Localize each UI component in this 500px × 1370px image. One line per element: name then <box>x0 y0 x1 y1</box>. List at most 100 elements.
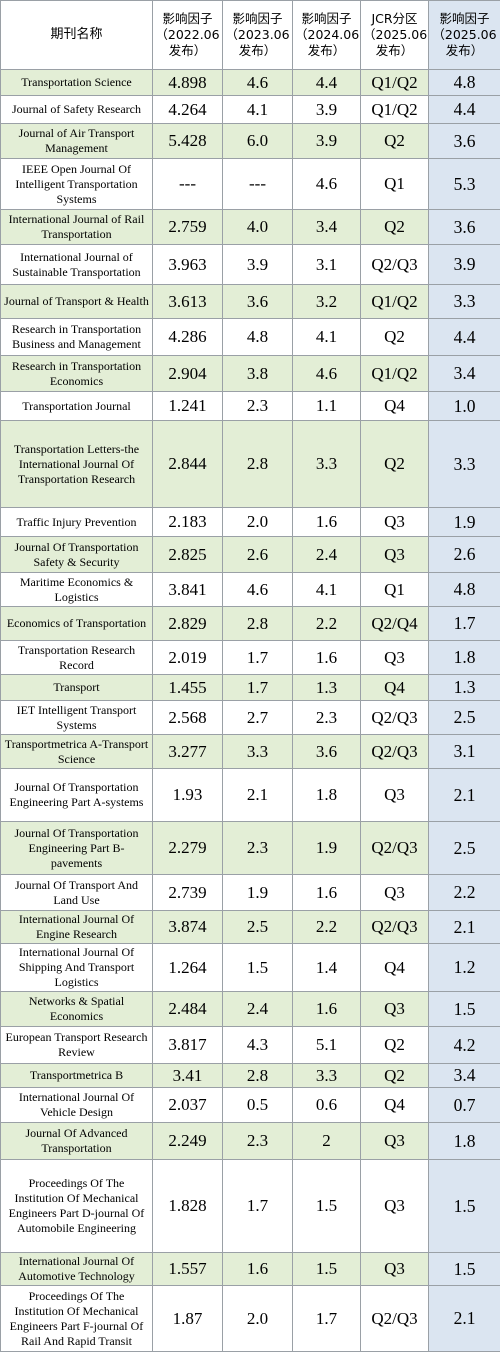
if-2024-cell: 3.4 <box>292 209 361 245</box>
jcr-quartile-cell: Q3 <box>360 536 429 573</box>
table-row: Transportation Journal 1.241 2.3 1.1 Q4 1.0 <box>0 391 500 421</box>
journal-name-cell: European Transport Research Review <box>0 1026 153 1064</box>
journal-name-cell: Transportmetrica A-Transport Science <box>0 734 153 769</box>
jcr-quartile-cell: Q1/Q2 <box>360 95 429 124</box>
if-2023-cell: 2.3 <box>222 1122 293 1160</box>
if-2024-cell: 1.8 <box>292 768 361 822</box>
if-2022-cell: 2.249 <box>152 1122 223 1160</box>
if-2025-cell: 1.0 <box>428 391 500 421</box>
if-2022-cell: 2.904 <box>152 355 223 392</box>
table-row: Journal Of Transport And Land Use 2.739 1.… <box>0 874 500 911</box>
table-row: Economics of Transportation 2.829 2.8 2.2 Q2… <box>0 606 500 641</box>
if-2022-cell: 2.183 <box>152 507 223 537</box>
table-body: Transportation Science 4.898 4.6 4.4 Q1/Q2 4.… <box>0 69 500 1352</box>
jcr-quartile-cell: Q3 <box>360 991 429 1027</box>
journal-name-cell: Transportmetrica B <box>0 1063 153 1088</box>
if-2025-cell: 2.1 <box>428 1285 500 1352</box>
jcr-quartile-cell: Q2 <box>360 1026 429 1064</box>
if-2022-cell: 3.874 <box>152 910 223 944</box>
if-2023-cell: 1.7 <box>222 1159 293 1253</box>
if-2022-cell: 2.019 <box>152 640 223 675</box>
if-2022-cell: 5.428 <box>152 123 223 159</box>
if-2022-cell: 1.828 <box>152 1159 223 1253</box>
journal-name-cell: Journal of Safety Research <box>0 95 153 124</box>
table-row: Transportation Research Record 2.019 1.7 1.… <box>0 640 500 675</box>
journal-name-cell: Proceedings Of The Institution Of Mechan… <box>0 1285 153 1352</box>
jcr-quartile-cell: Q3 <box>360 1122 429 1160</box>
journal-name-cell: Transport <box>0 674 153 701</box>
jcr-quartile-cell: Q2 <box>360 209 429 245</box>
if-2022-cell: 1.264 <box>152 943 223 992</box>
table-row: International Journal of Sustainable Tra… <box>0 244 500 285</box>
if-2025-cell: 3.4 <box>428 355 500 392</box>
if-2024-cell: 5.1 <box>292 1026 361 1064</box>
journal-name-cell: International Journal Of Vehicle Design <box>0 1087 153 1123</box>
if-2024-cell: 0.6 <box>292 1087 361 1123</box>
if-2023-cell: 6.0 <box>222 123 293 159</box>
if-2025-cell: 4.4 <box>428 318 500 356</box>
jcr-quartile-cell: Q3 <box>360 507 429 537</box>
if-2025-cell: 3.1 <box>428 734 500 769</box>
if-2023-cell: 4.1 <box>222 95 293 124</box>
if-2022-cell: 2.484 <box>152 991 223 1027</box>
header-if-2024: 影响因子 （2024.06 发布） <box>292 0 361 70</box>
if-2024-cell: 2.4 <box>292 536 361 573</box>
if-2023-cell: 1.9 <box>222 874 293 911</box>
jcr-quartile-cell: Q2 <box>360 420 429 508</box>
if-2024-cell: 3.3 <box>292 1063 361 1088</box>
if-2024-cell: 1.9 <box>292 821 361 875</box>
if-2023-cell: 3.6 <box>222 284 293 319</box>
header-jcr-2025: JCR分区 （2025.06 发布） <box>360 0 429 70</box>
if-2024-cell: 3.9 <box>292 123 361 159</box>
journal-name-cell: Journal Of Transportation Engineering Pa… <box>0 768 153 822</box>
if-2025-cell: 3.3 <box>428 420 500 508</box>
if-2025-cell: 3.3 <box>428 284 500 319</box>
table-row: Journal of Transport & Health 3.613 3.6 3.2… <box>0 284 500 319</box>
if-2024-cell: 4.4 <box>292 69 361 96</box>
if-2024-cell: 1.4 <box>292 943 361 992</box>
journal-name-cell: International Journal Of Automotive Tech… <box>0 1252 153 1286</box>
if-2025-cell: 5.3 <box>428 158 500 210</box>
if-2024-cell: 1.3 <box>292 674 361 701</box>
if-2022-cell: 2.739 <box>152 874 223 911</box>
table-row: International Journal Of Automotive Tech… <box>0 1252 500 1286</box>
journal-name-cell: International Journal of Sustainable Tra… <box>0 244 153 285</box>
table-row: Journal of Air Transport Management 5.428… <box>0 123 500 159</box>
if-2023-cell: 4.3 <box>222 1026 293 1064</box>
journal-name-cell: International Journal Of Shipping And Tr… <box>0 943 153 992</box>
if-2023-cell: 2.1 <box>222 768 293 822</box>
if-2024-cell: 4.1 <box>292 572 361 607</box>
if-2024-cell: 4.1 <box>292 318 361 356</box>
if-2022-cell: 2.825 <box>152 536 223 573</box>
if-2023-cell: 2.3 <box>222 391 293 421</box>
jcr-quartile-cell: Q1 <box>360 158 429 210</box>
table-row: Transportation Science 4.898 4.6 4.4 Q1/Q2 4.… <box>0 69 500 96</box>
if-2024-cell: 1.6 <box>292 874 361 911</box>
if-2023-cell: 4.6 <box>222 69 293 96</box>
if-2024-cell: 3.1 <box>292 244 361 285</box>
header-journal-name: 期刊名称 <box>0 0 153 70</box>
if-2025-cell: 1.5 <box>428 1159 500 1253</box>
if-2024-cell: 3.9 <box>292 95 361 124</box>
if-2023-cell: 2.8 <box>222 1063 293 1088</box>
journal-name-cell: Maritime Economics & Logistics <box>0 572 153 607</box>
if-2022-cell: 1.87 <box>152 1285 223 1352</box>
jcr-quartile-cell: Q1 <box>360 572 429 607</box>
if-2024-cell: 2.2 <box>292 606 361 641</box>
jcr-quartile-cell: Q2/Q3 <box>360 1285 429 1352</box>
if-2025-cell: 4.8 <box>428 69 500 96</box>
if-2023-cell: 3.3 <box>222 734 293 769</box>
jcr-quartile-cell: Q2 <box>360 1063 429 1088</box>
journal-name-cell: Research in Transportation Business and … <box>0 318 153 356</box>
if-2022-cell: 1.241 <box>152 391 223 421</box>
if-2024-cell: 4.6 <box>292 355 361 392</box>
journal-name-cell: International Journal of Rail Transporta… <box>0 209 153 245</box>
jcr-quartile-cell: Q3 <box>360 640 429 675</box>
journal-name-cell: Transportation Science <box>0 69 153 96</box>
if-2025-cell: 1.2 <box>428 943 500 992</box>
jcr-quartile-cell: Q2/Q4 <box>360 606 429 641</box>
header-if-2022: 影响因子 （2022.06 发布） <box>152 0 223 70</box>
if-2022-cell: 2.568 <box>152 700 223 735</box>
if-2025-cell: 3.4 <box>428 1063 500 1088</box>
